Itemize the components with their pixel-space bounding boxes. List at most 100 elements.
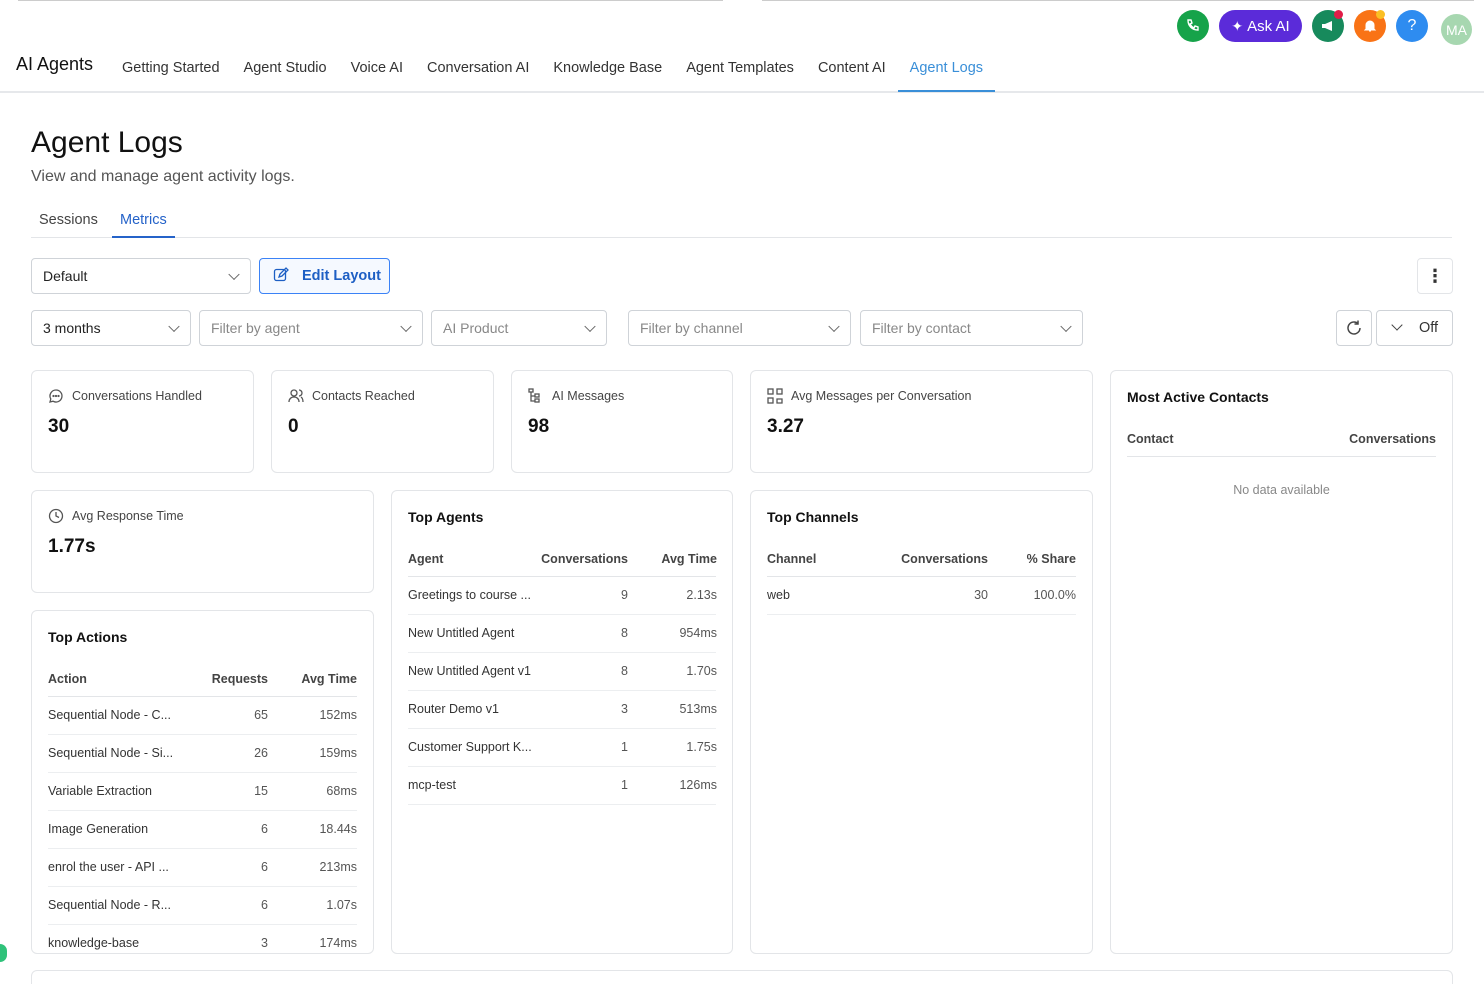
table-cell: Greetings to course ... bbox=[408, 588, 531, 602]
stat-value: 1.77s bbox=[48, 536, 96, 557]
help-button[interactable]: ? bbox=[1396, 10, 1428, 42]
table-cell: 126ms bbox=[679, 778, 717, 792]
stat-icon bbox=[528, 388, 544, 409]
table-cell: 30 bbox=[974, 588, 988, 602]
chevron bbox=[400, 320, 412, 333]
table-cell: 15 bbox=[254, 784, 268, 798]
avatar[interactable]: MA bbox=[1441, 14, 1472, 45]
top-line bbox=[762, 0, 1474, 1]
column-header: Conversations bbox=[541, 552, 628, 566]
edit-icon bbox=[273, 267, 289, 288]
table-cell: 8 bbox=[621, 664, 628, 678]
table-cell: 6 bbox=[261, 822, 268, 836]
column-header: Agent bbox=[408, 552, 444, 566]
table-cell: enrol the user - API ... bbox=[48, 860, 169, 874]
empty-state: No data available bbox=[1233, 483, 1330, 497]
nav-item[interactable]: Getting Started bbox=[122, 60, 220, 76]
nav-item[interactable]: Knowledge Base bbox=[553, 60, 663, 76]
filter-select[interactable]: Filter by contact bbox=[860, 310, 1083, 346]
row-rule bbox=[408, 652, 716, 653]
nav-item[interactable]: Content AI bbox=[817, 60, 886, 76]
stat-label: Avg Messages per Conversation bbox=[791, 389, 972, 403]
ask-ai-label[interactable]: Ask AI bbox=[1247, 17, 1290, 35]
chevron bbox=[1060, 320, 1072, 333]
stat-card: Avg Response Time 1.77s bbox=[31, 490, 374, 593]
filter-select[interactable]: 3 months bbox=[31, 310, 191, 346]
stat-value: 3.27 bbox=[767, 416, 804, 437]
table-cell: 26 bbox=[254, 746, 268, 760]
header-rule bbox=[767, 576, 1076, 577]
table-cell: web bbox=[767, 588, 790, 602]
column-header: Requests bbox=[211, 672, 268, 686]
table-cell: 1.70s bbox=[686, 664, 717, 678]
table-cell: New Untitled Agent v1 bbox=[408, 664, 531, 678]
filter-select[interactable]: AI Product bbox=[431, 310, 607, 346]
bottom-card bbox=[31, 970, 1453, 984]
table-cell: 8 bbox=[621, 626, 628, 640]
nav-item[interactable]: Voice AI bbox=[350, 60, 403, 76]
table-cell: Sequential Node - R... bbox=[48, 898, 171, 912]
table-cell: 3 bbox=[621, 702, 628, 716]
column-header: Action bbox=[48, 672, 87, 686]
column-header: Conversations bbox=[901, 552, 988, 566]
stat-value: 98 bbox=[528, 416, 550, 437]
table-cell: 1 bbox=[621, 778, 628, 792]
ask-ai-button[interactable]: ✦ Ask AI bbox=[1219, 10, 1302, 42]
table-cell: 954ms bbox=[679, 626, 717, 640]
row-rule bbox=[408, 728, 716, 729]
table-card: Top Actions Action Requests Avg Time Sequent… bbox=[31, 610, 374, 954]
nav-item[interactable]: Agent Logs bbox=[897, 48, 996, 92]
table-cell: 65 bbox=[254, 708, 268, 722]
table-cell: 159ms bbox=[319, 746, 357, 760]
more-button[interactable]: ⋮ bbox=[1417, 258, 1453, 294]
table-cell: 18.44s bbox=[319, 822, 357, 836]
header-rule bbox=[48, 696, 357, 697]
page-title: Agent Logs bbox=[31, 126, 183, 159]
table-cell: 6 bbox=[261, 898, 268, 912]
app-title: AI Agents bbox=[16, 54, 94, 74]
chevron bbox=[584, 320, 596, 333]
row-rule bbox=[48, 886, 357, 887]
table-cell: Variable Extraction bbox=[48, 784, 152, 798]
nav-item[interactable]: Agent Templates bbox=[686, 60, 794, 76]
tab[interactable]: Sessions bbox=[39, 212, 98, 228]
chevron bbox=[828, 320, 840, 333]
row-rule bbox=[408, 804, 716, 805]
stat-card: Avg Messages per Conversation 3.27 bbox=[750, 370, 1093, 473]
filter-select[interactable]: Filter by agent bbox=[199, 310, 423, 346]
row-rule bbox=[408, 766, 716, 767]
header-rule bbox=[408, 576, 716, 577]
table-cell: 152ms bbox=[319, 708, 357, 722]
nav-item[interactable]: Agent Studio bbox=[243, 60, 327, 76]
tab[interactable]: Metrics bbox=[112, 206, 175, 238]
stat-label: Conversations Handled bbox=[72, 389, 202, 403]
chevron bbox=[228, 268, 240, 281]
layout-select[interactable]: Default bbox=[31, 258, 251, 294]
stat-label: Contacts Reached bbox=[312, 389, 415, 403]
stat-value: 30 bbox=[48, 416, 70, 437]
table-cell: 68ms bbox=[326, 784, 357, 798]
page-subtitle: View and manage agent activity logs. bbox=[31, 168, 295, 185]
top-line bbox=[18, 0, 723, 1]
table-cell: 3 bbox=[261, 936, 268, 950]
header-border bbox=[0, 91, 1484, 93]
table-cell: Sequential Node - C... bbox=[48, 708, 171, 722]
table-cell: knowledge-base bbox=[48, 936, 140, 950]
phone-button[interactable] bbox=[1177, 10, 1209, 42]
filter-select[interactable]: Filter by channel bbox=[628, 310, 851, 346]
auto-refresh-toggle[interactable]: Off bbox=[1376, 310, 1453, 346]
refresh-button[interactable] bbox=[1336, 310, 1372, 346]
nav-item[interactable]: Conversation AI bbox=[426, 60, 530, 76]
table-cell: 1.75s bbox=[686, 740, 717, 754]
table-cell: mcp-test bbox=[408, 778, 456, 792]
header-rule bbox=[1127, 456, 1436, 457]
table-cell: Image Generation bbox=[48, 822, 149, 836]
table-cell: 174ms bbox=[319, 936, 357, 950]
stat-icon bbox=[767, 388, 783, 409]
card-title: Most Active Contacts bbox=[1127, 389, 1269, 405]
stat-card: Contacts Reached 0 bbox=[271, 370, 494, 473]
table-cell: 513ms bbox=[679, 702, 717, 716]
edit-layout-button[interactable]: Edit Layout bbox=[259, 258, 390, 294]
side-handle[interactable] bbox=[0, 944, 7, 962]
table-cell: 100.0% bbox=[1033, 588, 1076, 602]
